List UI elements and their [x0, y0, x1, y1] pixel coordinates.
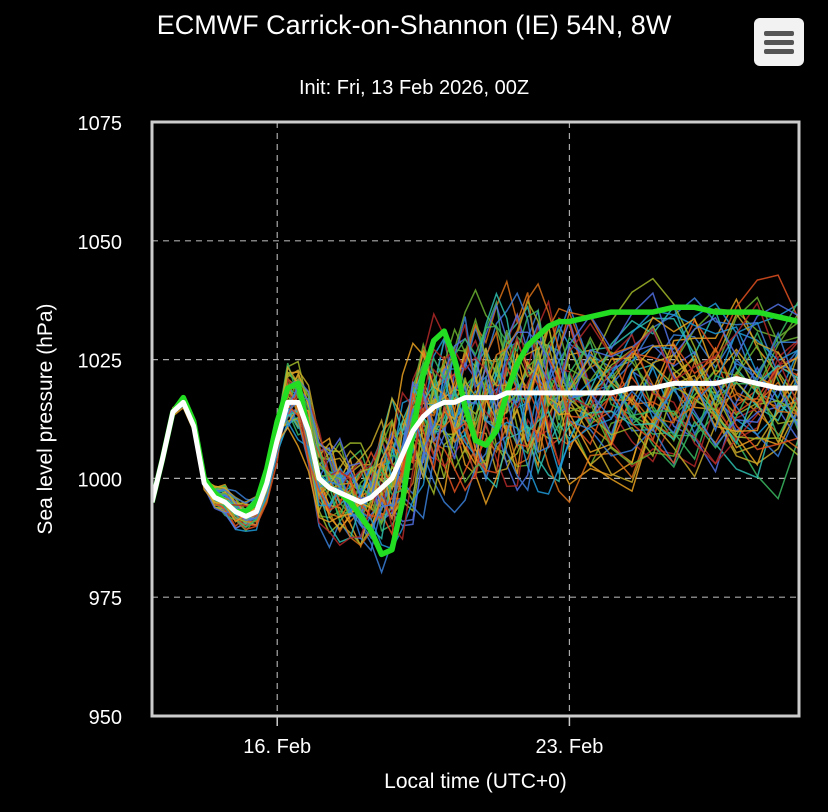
- y-tick-label: 1025: [78, 351, 123, 373]
- y-tick-label: 1050: [78, 232, 123, 254]
- ensemble-member-line: [152, 312, 799, 512]
- ensemble-member-line: [152, 325, 799, 523]
- hamburger-menu-icon-bar: [764, 40, 794, 45]
- y-axis-label: Sea level pressure (hPa): [34, 303, 57, 534]
- ensemble-member-line: [152, 316, 799, 532]
- ensemble-member-line: [152, 299, 799, 520]
- hamburger-menu-button[interactable]: [754, 18, 804, 66]
- ensemble-member-line: [152, 341, 799, 523]
- y-tick-label: 975: [89, 588, 122, 610]
- chart-subtitle: Init: Fri, 13 Feb 2026, 00Z: [298, 77, 530, 99]
- ensemble-member-line: [152, 299, 799, 523]
- ensemble-member-line: [152, 303, 799, 552]
- y-tick-label: 1000: [78, 469, 123, 491]
- x-tick-label: 23. Feb: [536, 736, 604, 758]
- plot-frame: [150, 120, 801, 718]
- x-tick-label: 16. Feb: [243, 736, 311, 758]
- hamburger-menu-icon: [764, 31, 794, 36]
- y-tick-label: 950: [89, 707, 122, 729]
- y-tick-label: 1075: [78, 113, 123, 135]
- ensemble-member-line: [152, 301, 799, 547]
- hamburger-menu-icon-bar: [764, 49, 794, 54]
- ensemble-mean-line: [152, 376, 799, 519]
- chart-title: ECMWF Carrick-on-Shannon (IE) 54N, 8W: [156, 10, 672, 40]
- x-axis-label: Local time (UTC+0): [384, 770, 567, 793]
